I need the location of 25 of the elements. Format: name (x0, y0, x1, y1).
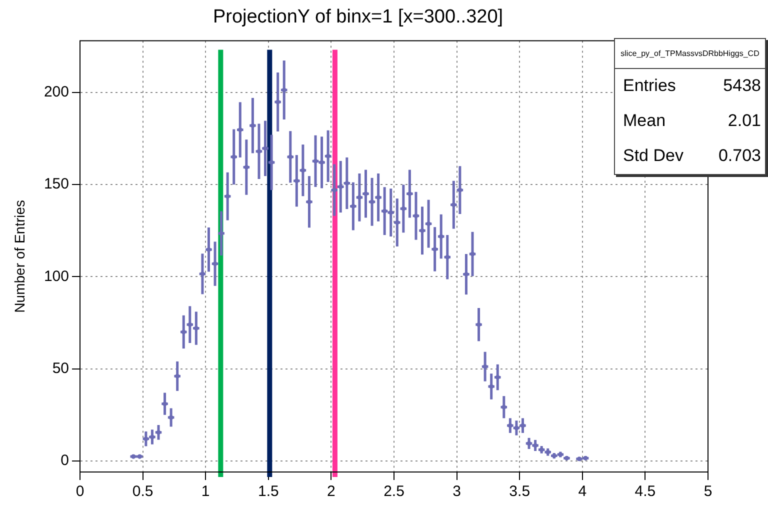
text: 0.703 (718, 146, 761, 166)
text: 2.01 (728, 111, 761, 131)
annotation: Std Dev (623, 146, 684, 166)
annotation: Entries (623, 76, 676, 96)
x-tick-label: 3.5 (509, 483, 530, 500)
x-tick-label: 0 (76, 483, 84, 500)
y-axis-title: Number of Entries (11, 200, 28, 313)
x-tick-label: 4.5 (634, 483, 656, 500)
chart-title: ProjectionY of binx=1 [x=300..320] (212, 6, 504, 28)
x-tick-label: 2 (327, 483, 336, 500)
x-tick-label: 2.5 (384, 483, 404, 500)
y-tick-label: 200 (44, 84, 69, 101)
y-tick-label: 100 (44, 268, 69, 285)
x-tick-label: 4 (578, 483, 587, 500)
x-tick-label: 0.5 (132, 483, 154, 500)
y-tick-label: 50 (52, 360, 69, 377)
x-tick-label: 3 (452, 483, 461, 500)
text: 5438 (723, 76, 761, 96)
x-tick-label: 5 (704, 483, 712, 500)
y-tick-label: 150 (44, 176, 69, 193)
y-tick-label: 0 (60, 452, 69, 470)
x-tick-label: 1 (201, 483, 210, 500)
annotation: Mean (623, 111, 666, 131)
x-tick-label: 1.5 (258, 483, 279, 500)
annotation: slice_py_of_TPMassvsDRbbHiggs_CD (615, 39, 765, 69)
